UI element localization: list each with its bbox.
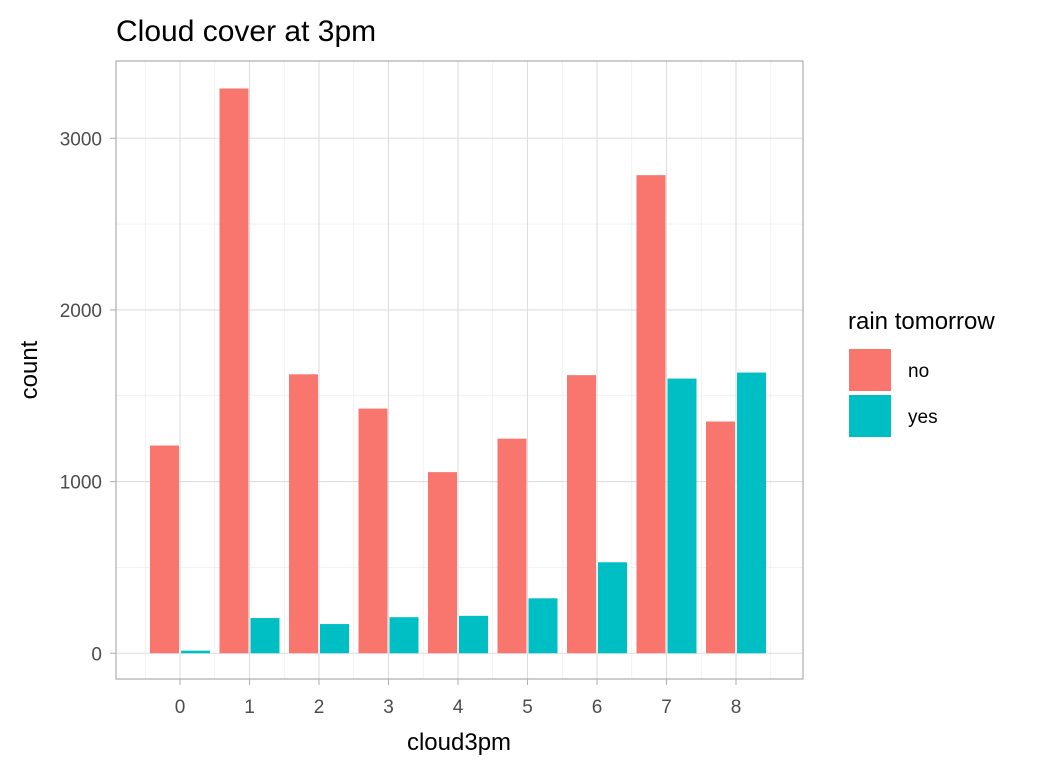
bar-yes-3 [389,617,419,654]
y-axis: 0 1000 2000 3000 [60,129,116,665]
x-tick-label: 5 [522,697,533,718]
y-axis-title: count [16,340,43,399]
x-axis: 0 1 2 3 4 5 6 7 8 [175,679,742,718]
legend-key-no [849,349,891,391]
legend-items: no yes [849,349,938,437]
legend-key-yes [849,395,891,437]
grid-lines [116,61,803,679]
bar-yes-5 [528,598,558,654]
bar-no-6 [567,375,596,654]
x-tick-label: 0 [175,697,186,718]
legend: rain tomorrow no yes [848,308,995,437]
bar-no-3 [358,408,388,654]
bar-yes-2 [320,624,349,654]
x-tick-label: 3 [383,697,394,718]
bar-yes-1 [250,618,280,654]
bar-no-4 [428,472,457,654]
x-tick-label: 8 [731,697,742,718]
bars [150,88,766,654]
bar-no-2 [289,374,318,654]
bar-no-0 [150,445,179,654]
bar-no-8 [706,421,735,654]
x-tick-label: 1 [244,697,255,718]
bar-no-5 [497,438,527,654]
chart-title: Cloud cover at 3pm [116,15,376,48]
x-tick-label: 6 [592,697,603,718]
bar-no-7 [636,175,666,654]
x-tick-label: 7 [661,697,672,718]
bar-yes-4 [459,615,488,654]
x-tick-label: 4 [453,697,464,718]
y-tick-label: 0 [91,644,102,665]
bar-no-1 [219,88,249,654]
y-tick-label: 2000 [60,301,102,322]
bar-yes-0 [181,650,210,654]
bar-yes-6 [598,562,627,654]
legend-title: rain tomorrow [848,308,995,335]
y-tick-label: 3000 [60,129,102,150]
y-tick-label: 1000 [60,473,102,494]
plot-panel [115,60,804,680]
bar-yes-8 [737,372,766,654]
x-tick-label: 2 [314,697,325,718]
legend-label-yes: yes [908,407,938,428]
x-axis-title: cloud3pm [407,729,511,756]
legend-label-no: no [908,361,929,382]
bar-yes-7 [667,378,697,654]
